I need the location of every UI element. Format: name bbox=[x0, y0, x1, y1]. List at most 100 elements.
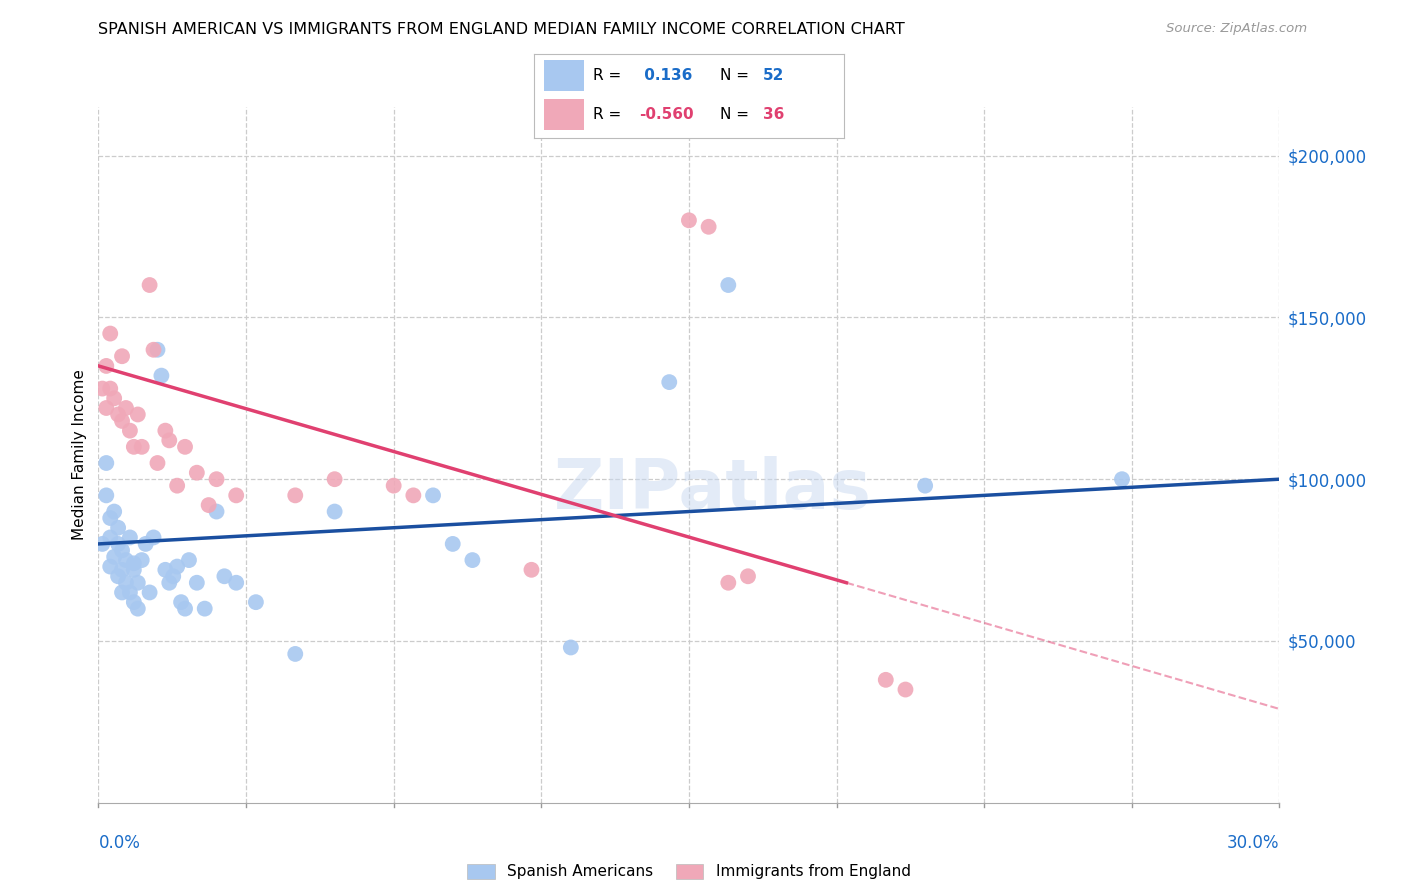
Point bbox=[107, 537, 129, 551]
Point bbox=[107, 521, 129, 535]
Point bbox=[103, 504, 125, 518]
Point bbox=[91, 382, 114, 396]
Bar bbox=[544, 99, 583, 130]
Point bbox=[875, 673, 897, 687]
Point bbox=[157, 575, 180, 590]
Point bbox=[115, 553, 138, 567]
Point bbox=[98, 326, 121, 341]
Point bbox=[697, 219, 720, 234]
Point bbox=[186, 466, 208, 480]
Text: 36: 36 bbox=[763, 107, 785, 122]
Point bbox=[118, 531, 141, 545]
Point bbox=[323, 504, 346, 518]
Point bbox=[205, 504, 228, 518]
Point bbox=[122, 595, 145, 609]
Point bbox=[96, 456, 118, 470]
Point bbox=[914, 478, 936, 492]
Text: 0.136: 0.136 bbox=[640, 68, 693, 83]
Point bbox=[142, 531, 165, 545]
Point bbox=[111, 349, 134, 363]
Point bbox=[170, 595, 193, 609]
Point bbox=[122, 440, 145, 454]
Point bbox=[138, 585, 160, 599]
Point bbox=[146, 343, 169, 357]
Point bbox=[186, 575, 208, 590]
Point bbox=[107, 408, 129, 422]
Point bbox=[118, 424, 141, 438]
Point bbox=[678, 213, 700, 227]
Point bbox=[284, 647, 307, 661]
Point bbox=[155, 563, 177, 577]
Point bbox=[177, 553, 200, 567]
Text: R =: R = bbox=[593, 107, 621, 122]
Point bbox=[717, 575, 740, 590]
Point bbox=[111, 414, 134, 428]
Point bbox=[103, 549, 125, 564]
Point bbox=[461, 553, 484, 567]
Point bbox=[111, 585, 134, 599]
Point bbox=[146, 456, 169, 470]
Point bbox=[111, 543, 134, 558]
Point bbox=[214, 569, 236, 583]
Point bbox=[150, 368, 173, 383]
Point bbox=[115, 575, 138, 590]
Point bbox=[174, 601, 197, 615]
Point bbox=[138, 278, 160, 293]
Point bbox=[717, 278, 740, 293]
Point bbox=[98, 511, 121, 525]
Point bbox=[166, 559, 188, 574]
Text: 30.0%: 30.0% bbox=[1227, 834, 1279, 852]
Point bbox=[402, 488, 425, 502]
Point bbox=[155, 424, 177, 438]
Point bbox=[166, 478, 188, 492]
Point bbox=[103, 392, 125, 406]
Text: Source: ZipAtlas.com: Source: ZipAtlas.com bbox=[1167, 22, 1308, 36]
Point bbox=[111, 563, 134, 577]
Point bbox=[135, 537, 157, 551]
Point bbox=[115, 401, 138, 415]
Point bbox=[737, 569, 759, 583]
Point bbox=[127, 408, 149, 422]
Text: ZIPatlas: ZIPatlas bbox=[554, 456, 872, 524]
Point bbox=[520, 563, 543, 577]
Point bbox=[1111, 472, 1133, 486]
Point bbox=[422, 488, 444, 502]
Legend: Spanish Americans, Immigrants from England: Spanish Americans, Immigrants from Engla… bbox=[461, 858, 917, 886]
Point bbox=[174, 440, 197, 454]
Y-axis label: Median Family Income: Median Family Income bbox=[72, 369, 87, 541]
Text: 52: 52 bbox=[763, 68, 785, 83]
Point bbox=[118, 585, 141, 599]
Point bbox=[122, 563, 145, 577]
Point bbox=[91, 537, 114, 551]
Point bbox=[131, 553, 153, 567]
Point bbox=[96, 401, 118, 415]
Point bbox=[122, 557, 145, 571]
Point bbox=[107, 569, 129, 583]
Point bbox=[658, 375, 681, 389]
Point bbox=[157, 434, 180, 448]
Bar bbox=[544, 61, 583, 91]
Point bbox=[284, 488, 307, 502]
Point bbox=[197, 498, 219, 512]
Text: 0.0%: 0.0% bbox=[98, 834, 141, 852]
Point bbox=[127, 601, 149, 615]
Text: N =: N = bbox=[720, 68, 749, 83]
Text: R =: R = bbox=[593, 68, 621, 83]
Point bbox=[560, 640, 582, 655]
Point bbox=[441, 537, 464, 551]
Point bbox=[98, 531, 121, 545]
Point bbox=[98, 559, 121, 574]
Point bbox=[127, 575, 149, 590]
Point bbox=[194, 601, 217, 615]
Text: N =: N = bbox=[720, 107, 749, 122]
Point bbox=[225, 488, 247, 502]
Point bbox=[205, 472, 228, 486]
Point bbox=[131, 440, 153, 454]
Point bbox=[245, 595, 267, 609]
Point bbox=[382, 478, 405, 492]
Point bbox=[323, 472, 346, 486]
Point bbox=[894, 682, 917, 697]
Point bbox=[98, 382, 121, 396]
Point bbox=[225, 575, 247, 590]
Text: -0.560: -0.560 bbox=[640, 107, 695, 122]
